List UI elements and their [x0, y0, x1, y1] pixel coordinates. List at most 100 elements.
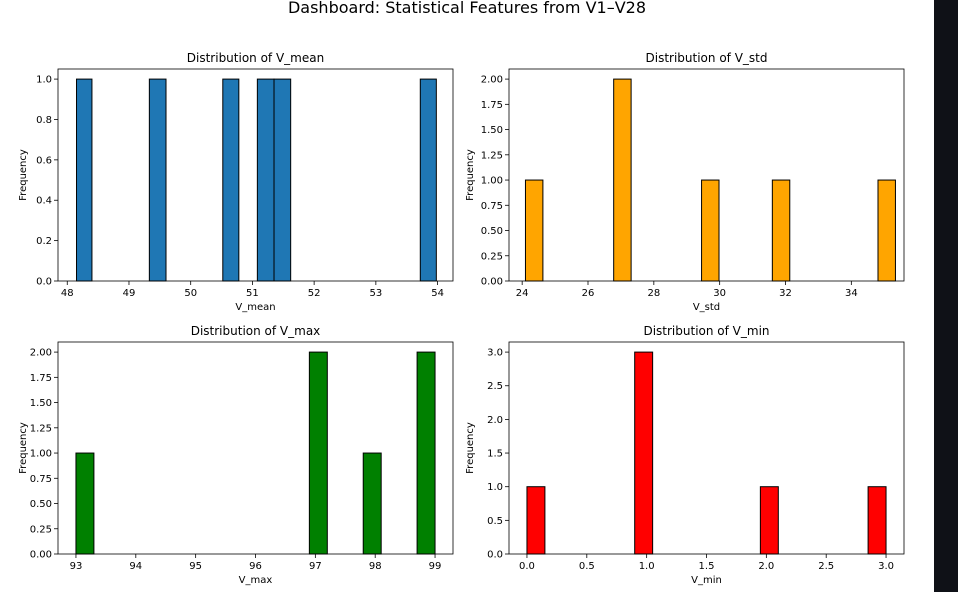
- x-tick-label: 49: [123, 288, 136, 299]
- y-tick-label: 1.75: [481, 100, 503, 111]
- chart-panel-1: 48 49 50 51 52 53 54 0.0 0.2 0.4 0.6 0.8 1.0 Distribu…: [18, 51, 454, 313]
- histogram-dashboard: 48 49 50 51 52 53 54 0.0 0.2 0.4 0.6 0.8 1.0 Distribu…: [18, 51, 905, 586]
- histogram-bar: [75, 452, 95, 555]
- x-tick-label: 52: [308, 288, 321, 299]
- chart-panel-2: 24 26 28 30 32 34 0.00 0.25 0.50 0.75 1.00 1.25 1.50…: [465, 51, 905, 313]
- y-tick-label: 2.00: [30, 348, 52, 359]
- x-tick-label: 28: [647, 288, 660, 299]
- x-tick-label: 93: [70, 561, 83, 572]
- histogram-bar: [76, 78, 93, 282]
- y-axis-label: Frequency: [465, 422, 476, 474]
- x-tick-label: 96: [249, 561, 262, 572]
- y-tick-label: 3.0: [487, 348, 503, 359]
- y-tick-label: 0.00: [481, 277, 503, 288]
- y-tick-label: 1.00: [30, 449, 52, 460]
- chart-title: Distribution of V_std: [646, 51, 768, 65]
- x-tick-label: 1.0: [639, 561, 655, 572]
- chart-title: Distribution of V_mean: [187, 51, 324, 65]
- y-axis-label: Frequency: [465, 149, 476, 201]
- x-tick-label: 95: [189, 561, 202, 572]
- y-tick-label: 1.50: [481, 125, 503, 136]
- x-tick-label: 0.5: [579, 561, 595, 572]
- histogram-bar: [419, 78, 437, 282]
- x-tick-label: 3.0: [878, 561, 894, 572]
- histogram-bar: [308, 351, 328, 555]
- histogram-bar: [759, 486, 779, 555]
- x-tick-label: 24: [516, 288, 529, 299]
- y-axis-label: Frequency: [18, 422, 29, 474]
- y-tick-label: 0.6: [36, 155, 52, 166]
- y-axis-label: Frequency: [18, 149, 29, 201]
- y-tick-label: 1.50: [30, 398, 52, 409]
- x-tick-label: 54: [431, 288, 444, 299]
- axes-frame: [57, 341, 454, 555]
- histogram-bar: [634, 351, 654, 555]
- x-tick-label: 98: [369, 561, 382, 572]
- x-tick-label: 94: [129, 561, 142, 572]
- chart-panel-4: 0.0 0.5 1.0 1.5 2.0 2.5 3.0 0.0 0.5 1.0 1.5 2.0 2.5 3…: [465, 324, 905, 586]
- x-tick-label: 34: [845, 288, 858, 299]
- y-tick-label: 0.00: [30, 550, 52, 561]
- x-tick-label: 50: [184, 288, 197, 299]
- y-tick-label: 1.0: [487, 482, 503, 493]
- y-tick-label: 0.5: [487, 516, 503, 527]
- dashboard-title: Dashboard: Statistical Features from V1–…: [287, 0, 647, 17]
- x-tick-label: 32: [779, 288, 792, 299]
- y-tick-label: 1.75: [30, 373, 52, 384]
- histogram-bar: [256, 78, 275, 282]
- axes-frame: [57, 68, 454, 282]
- y-tick-label: 0.0: [36, 277, 52, 288]
- y-tick-label: 0.8: [36, 115, 52, 126]
- x-tick-label: 51: [246, 288, 259, 299]
- y-tick-label: 2.0: [487, 415, 503, 426]
- x-tick-label: 48: [61, 288, 74, 299]
- histogram-bar: [222, 78, 240, 282]
- x-tick-label: 26: [582, 288, 595, 299]
- x-tick-label: 2.0: [758, 561, 774, 572]
- x-axis-label: V_mean: [235, 302, 275, 313]
- histogram-bar: [613, 78, 632, 282]
- histogram-bar: [771, 179, 791, 282]
- y-tick-label: 1.00: [481, 176, 503, 187]
- y-tick-label: 1.25: [481, 150, 503, 161]
- histogram-bar: [877, 179, 896, 282]
- y-tick-label: 0.25: [481, 251, 503, 262]
- x-tick-label: 2.5: [818, 561, 834, 572]
- histogram-bar: [148, 78, 167, 282]
- y-tick-label: 1.0: [36, 75, 52, 86]
- x-tick-label: 0.0: [519, 561, 535, 572]
- x-tick-label: 30: [713, 288, 726, 299]
- y-tick-label: 1.5: [487, 449, 503, 460]
- y-tick-label: 0.75: [30, 474, 52, 485]
- x-tick-label: 1.5: [699, 561, 715, 572]
- y-tick-label: 0.4: [36, 196, 52, 207]
- side-scrollbar[interactable]: [934, 0, 958, 592]
- y-tick-label: 2.5: [487, 381, 503, 392]
- y-tick-label: 0.50: [481, 226, 503, 237]
- y-tick-label: 1.25: [30, 423, 52, 434]
- x-axis-label: V_max: [239, 575, 273, 586]
- y-tick-label: 0.50: [30, 499, 52, 510]
- x-axis-label: V_min: [691, 575, 722, 586]
- histogram-bar: [701, 179, 720, 282]
- histogram-bar: [524, 179, 544, 282]
- y-tick-label: 0.0: [487, 550, 503, 561]
- histogram-bar: [362, 452, 382, 555]
- histogram-bar: [416, 351, 436, 555]
- x-axis-label: V_std: [693, 302, 720, 313]
- y-tick-label: 0.2: [36, 236, 52, 247]
- chart-title: Distribution of V_min: [643, 324, 769, 338]
- x-tick-label: 53: [369, 288, 382, 299]
- chart-panel-3: 93 94 95 96 97 98 99 0.00 0.25 0.50 0.75 1.00 1.25 1.…: [18, 324, 454, 586]
- histogram-bar: [867, 486, 887, 555]
- histogram-bar: [273, 78, 292, 282]
- chart-title: Distribution of V_max: [191, 324, 321, 338]
- y-tick-label: 0.25: [30, 524, 52, 535]
- y-tick-label: 2.00: [481, 75, 503, 86]
- x-tick-label: 99: [429, 561, 442, 572]
- axes-frame: [508, 341, 905, 555]
- x-tick-label: 97: [309, 561, 322, 572]
- axes-frame: [508, 68, 905, 282]
- y-tick-label: 0.75: [481, 201, 503, 212]
- histogram-bar: [526, 486, 546, 555]
